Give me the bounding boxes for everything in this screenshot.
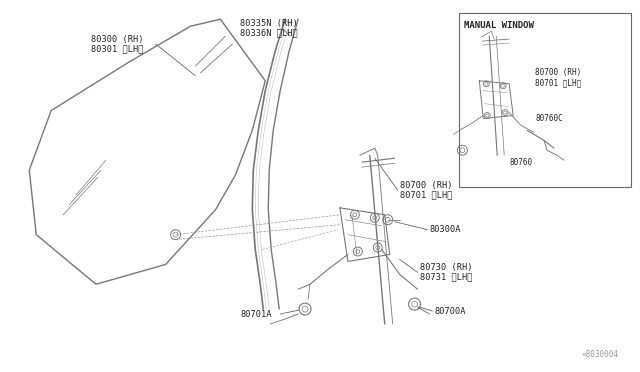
- Bar: [460, 13, 630, 187]
- Text: 80701 〈LH〉: 80701 〈LH〉: [535, 78, 581, 87]
- Text: 80760: 80760: [509, 158, 532, 167]
- Text: 80301 〈LH〉: 80301 〈LH〉: [91, 45, 143, 54]
- Text: 80701A: 80701A: [241, 310, 272, 318]
- Text: 80760C: 80760C: [535, 114, 563, 123]
- Text: 80730 (RH): 80730 (RH): [420, 263, 472, 272]
- Text: MANUAL WINDOW: MANUAL WINDOW: [465, 21, 534, 30]
- Text: 80300 (RH): 80300 (RH): [91, 35, 143, 44]
- Text: «8030004: «8030004: [582, 350, 619, 359]
- Text: 80731 〈LH〉: 80731 〈LH〉: [420, 273, 472, 282]
- Text: 80700 (RH): 80700 (RH): [535, 68, 581, 77]
- Text: 80336N 〈LH〉: 80336N 〈LH〉: [241, 29, 298, 38]
- Text: 80335N (RH): 80335N (RH): [241, 19, 298, 28]
- Text: 80701 〈LH〉: 80701 〈LH〉: [399, 190, 452, 199]
- Text: 80700 (RH): 80700 (RH): [399, 180, 452, 189]
- Text: 80700A: 80700A: [435, 307, 466, 315]
- Text: 80300A: 80300A: [429, 225, 461, 234]
